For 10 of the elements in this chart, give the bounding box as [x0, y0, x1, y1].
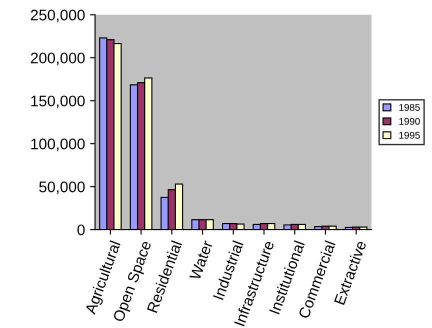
- y-tick-label: 0: [77, 224, 85, 236]
- legend-label: 1985: [399, 104, 420, 111]
- y-tick-label: 50,000: [39, 182, 85, 194]
- legend-label: 1990: [399, 118, 420, 125]
- y-tick-label: 150,000: [31, 96, 85, 108]
- y-tick-label: 100,000: [31, 138, 85, 152]
- x-tick-label: Water: [189, 240, 214, 281]
- y-tick-label: 200,000: [30, 52, 85, 66]
- legend-label: 1995: [399, 132, 420, 139]
- y-tick-label: 250,000: [30, 10, 85, 22]
